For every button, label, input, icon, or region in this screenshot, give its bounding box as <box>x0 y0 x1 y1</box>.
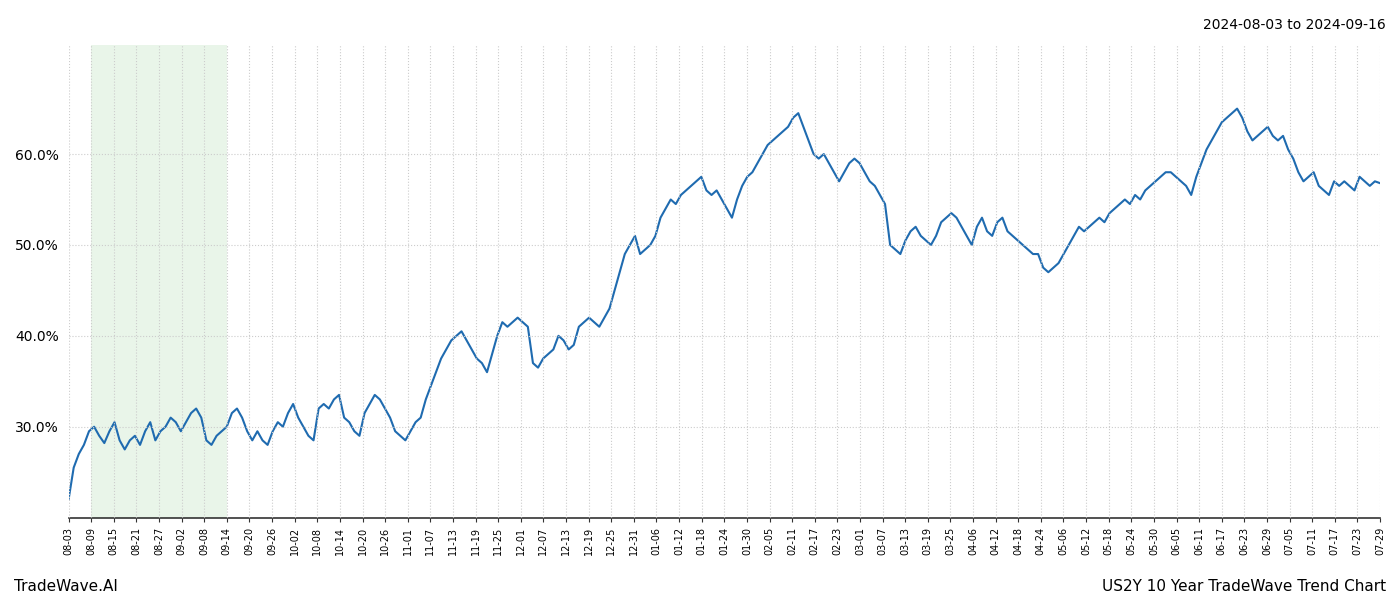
Text: TradeWave.AI: TradeWave.AI <box>14 579 118 594</box>
Text: US2Y 10 Year TradeWave Trend Chart: US2Y 10 Year TradeWave Trend Chart <box>1102 579 1386 594</box>
Text: 2024-08-03 to 2024-09-16: 2024-08-03 to 2024-09-16 <box>1203 18 1386 32</box>
Bar <box>91 45 227 518</box>
